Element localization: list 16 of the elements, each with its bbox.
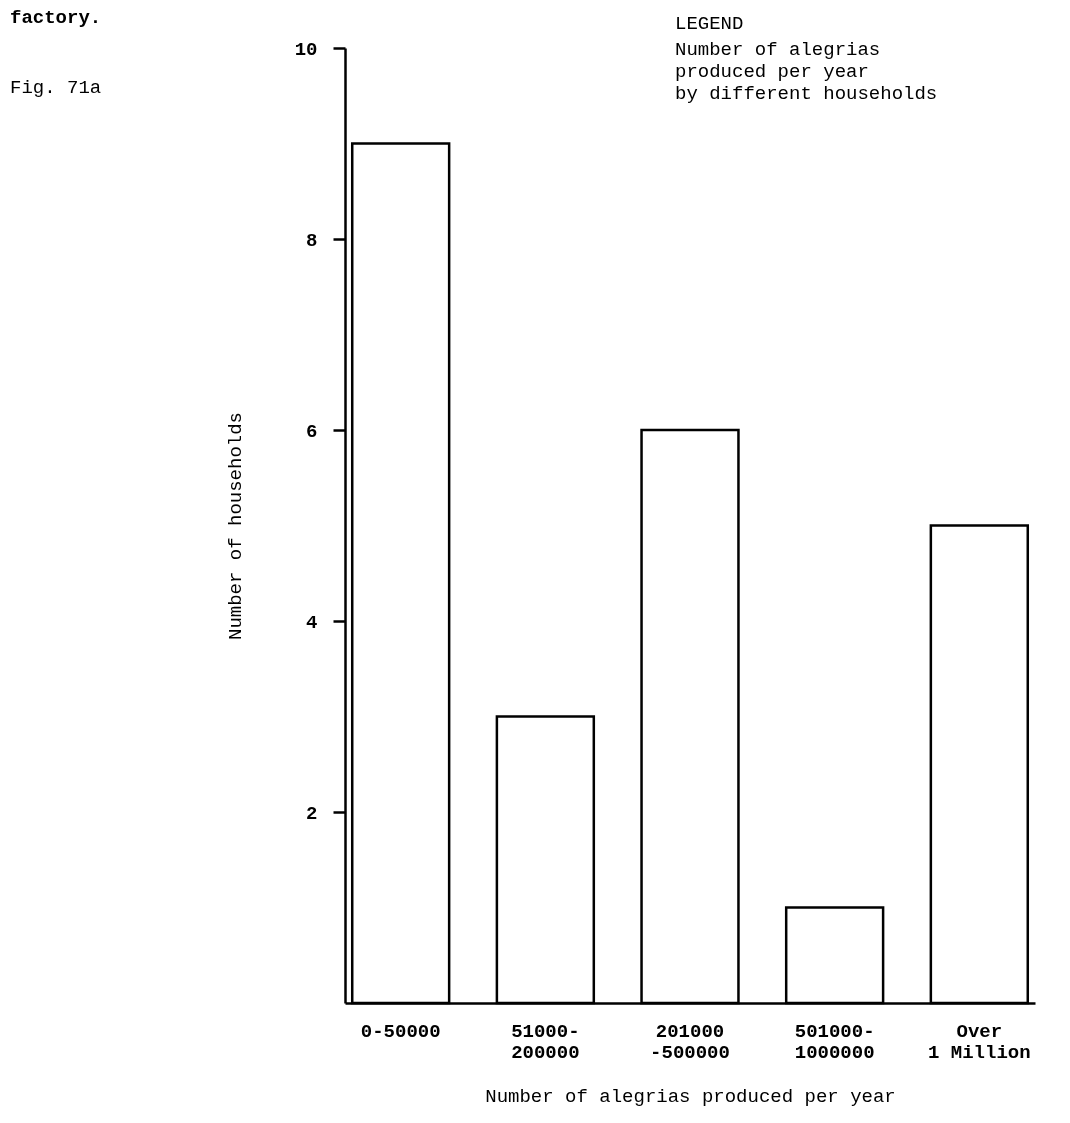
x-axis-title: Number of alegrias produced per year [485, 1085, 896, 1108]
x-tick-label: 201000 -500000 [650, 1020, 730, 1064]
legend-title: LEGEND [675, 13, 744, 35]
y-tick-label: 10 [294, 38, 318, 61]
annotation: Number of alegrias produced per year by different households [675, 39, 938, 105]
y-tick-label: 6 [306, 420, 318, 443]
x-tick-label: 51000- 200000 [511, 1020, 580, 1064]
y-axis-title: Number of households [224, 411, 247, 641]
y-tick-label: 2 [306, 802, 318, 825]
y-tick-label: 8 [306, 229, 318, 252]
x-tick-label: 0-50000 [360, 1020, 441, 1043]
y-tick-label: 4 [306, 611, 318, 634]
x-tick-label: Over 1 Million [928, 1020, 1031, 1064]
text: factory. [10, 7, 102, 29]
caption: Fig. 71a [10, 77, 102, 99]
x-tick-label: 501000- 1000000 [794, 1020, 875, 1064]
